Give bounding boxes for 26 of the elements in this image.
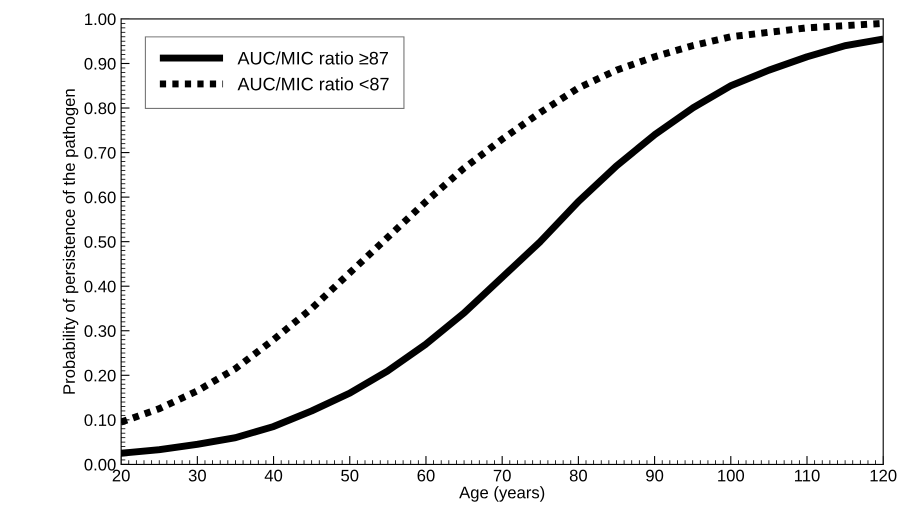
x-tick-label: 50	[341, 470, 358, 482]
legend-label: AUC/MIC ratio <87	[238, 77, 389, 90]
y-tick-label: 1.00	[85, 13, 116, 26]
y-tick-label: 0.30	[84, 325, 116, 337]
y-axis-title: Probability of persistence of the pathogen	[62, 89, 78, 394]
y-tick-label: 0.60	[84, 192, 116, 204]
y-tick-label: 0.80	[84, 102, 116, 114]
y-tick-label: 0.50	[84, 236, 116, 248]
y-tick-label: 0.70	[84, 146, 116, 159]
y-tick-label: 0.00	[84, 458, 116, 471]
y-tick-label: 0.40	[84, 280, 116, 292]
y-tick-label: 0.10	[84, 414, 116, 426]
x-tick-label: 30	[188, 470, 206, 482]
y-tick-label: 0.20	[84, 370, 116, 382]
x-tick-label: 60	[418, 470, 435, 482]
x-tick-label: 70	[494, 470, 511, 482]
x-tick-label: 80	[570, 470, 587, 482]
x-tick-label: 20	[112, 470, 130, 482]
x-tick-label: 40	[264, 470, 282, 482]
x-tick-label: 100	[718, 470, 744, 482]
y-tick-label: 0.90	[84, 58, 116, 70]
x-tick-label: 90	[646, 470, 664, 482]
x-tick-label: 110	[794, 470, 820, 482]
x-axis-title: Age (years)	[459, 486, 544, 502]
x-tick-label: 120	[870, 470, 896, 482]
legend-label: AUC/MIC ratio ≥87	[238, 51, 388, 65]
